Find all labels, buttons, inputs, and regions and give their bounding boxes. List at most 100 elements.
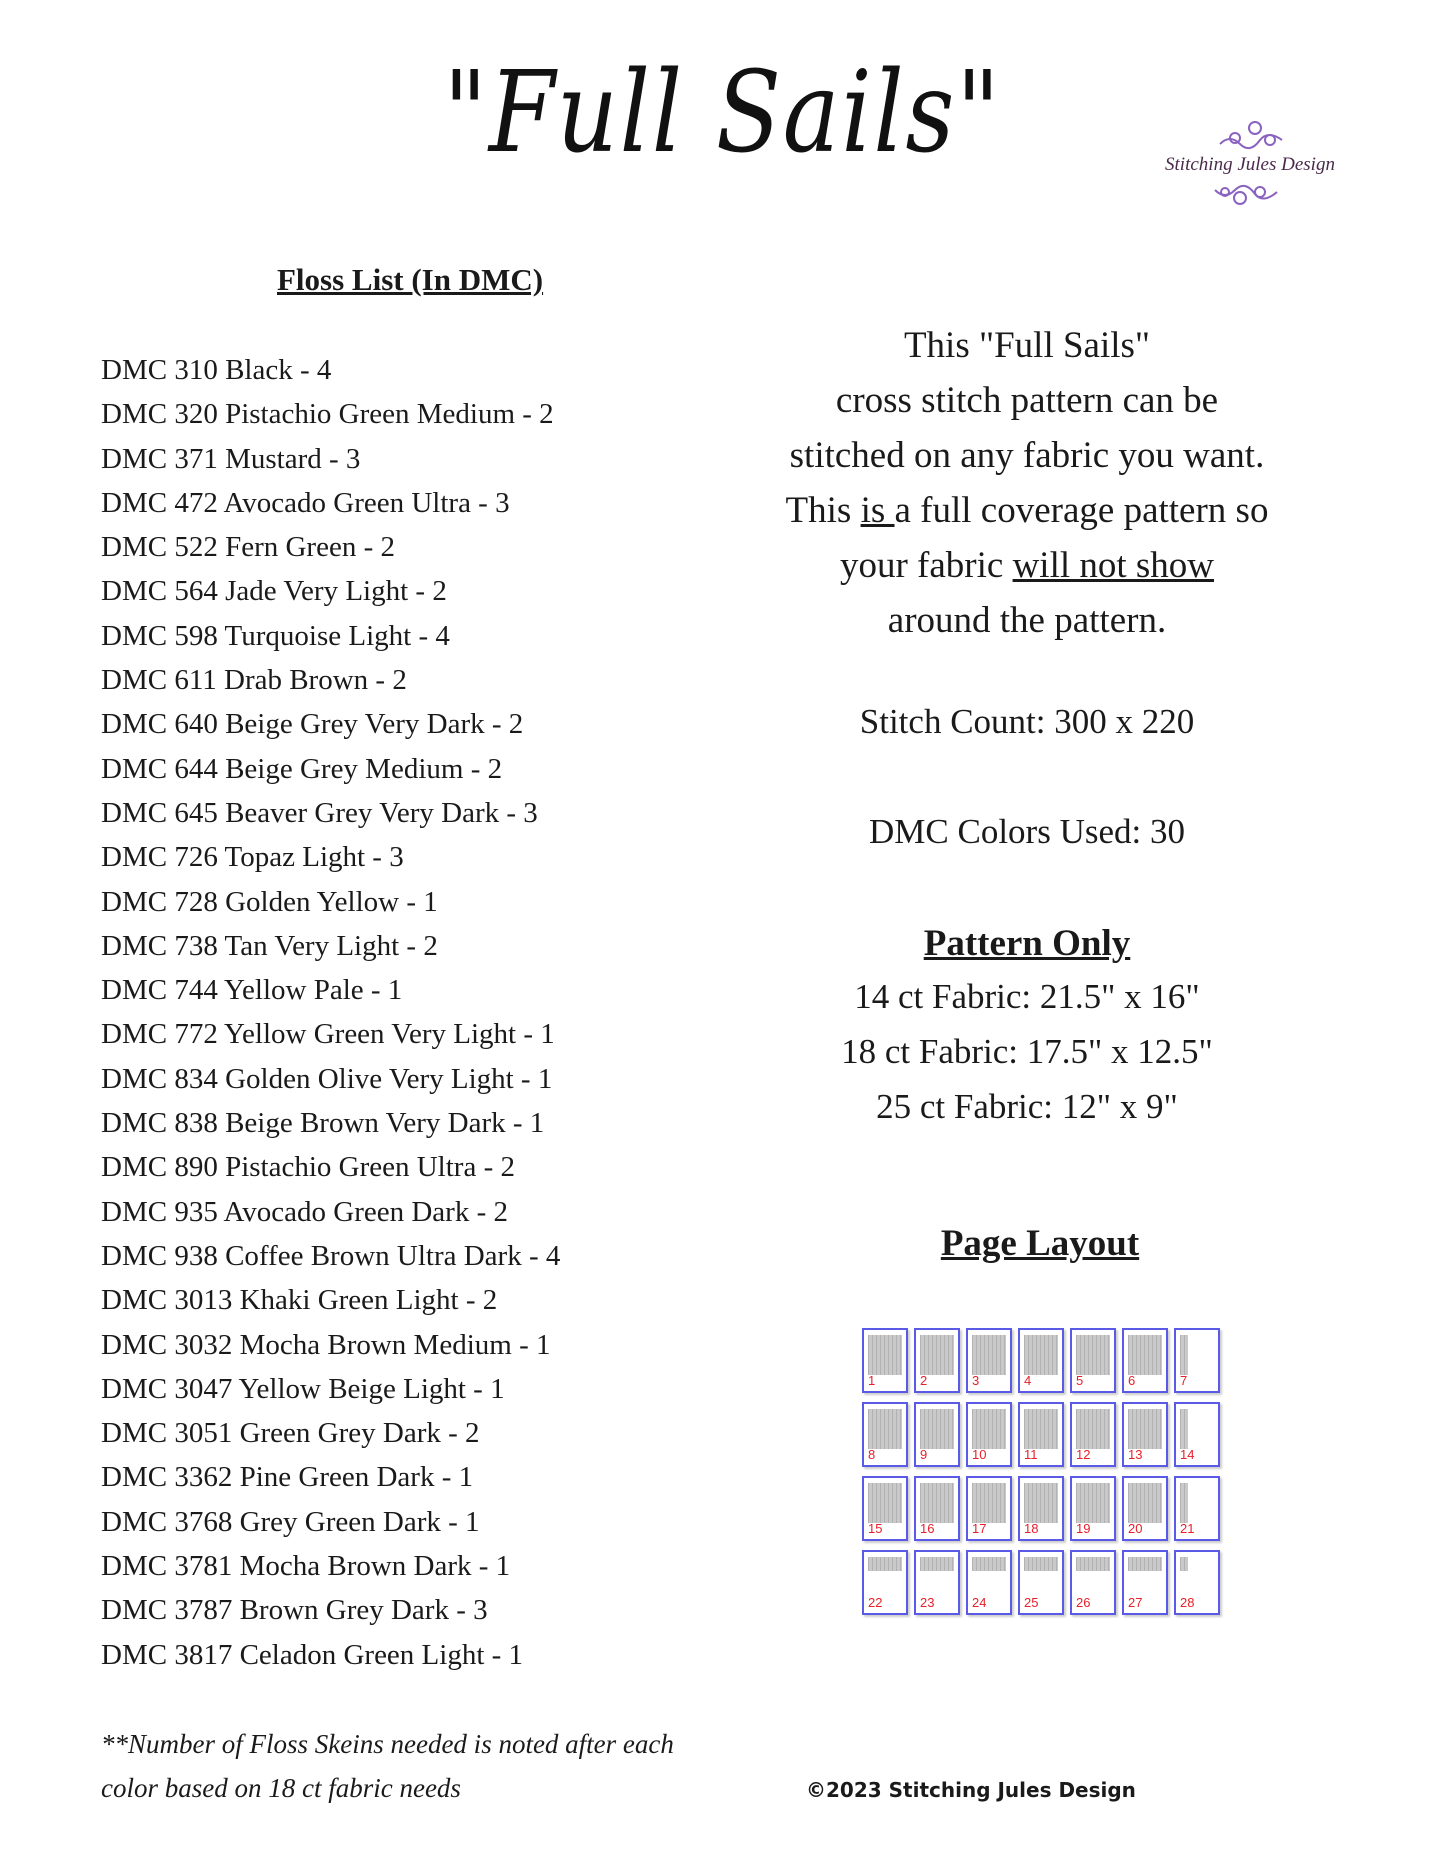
chart-preview bbox=[868, 1409, 902, 1449]
floss-item: DMC 726 Topaz Light - 3 bbox=[101, 841, 404, 874]
footnote-line: **Number of Floss Skeins needed is noted… bbox=[101, 1729, 674, 1759]
pattern-only-heading: Pattern Only bbox=[923, 923, 1131, 964]
floss-list-heading: Floss List (In DMC) bbox=[277, 262, 544, 297]
chart-preview bbox=[1180, 1483, 1188, 1523]
page-thumbnail: 24 bbox=[966, 1550, 1012, 1615]
chart-preview bbox=[1128, 1335, 1162, 1375]
floss-item: DMC 640 Beige Grey Very Dark - 2 bbox=[101, 708, 524, 741]
page-thumbnail: 21 bbox=[1174, 1476, 1220, 1541]
page-thumbnail: 3 bbox=[966, 1328, 1012, 1393]
floss-item: DMC 744 Yellow Pale - 1 bbox=[101, 974, 403, 1007]
page-number: 10 bbox=[972, 1447, 987, 1462]
floss-item: DMC 598 Turquoise Light - 4 bbox=[101, 619, 450, 652]
desc-text: your fabric bbox=[839, 545, 1013, 586]
page-thumbnail: 16 bbox=[914, 1476, 960, 1541]
fabric-size: 25 ct Fabric: 12" x 9" bbox=[876, 1087, 1178, 1126]
chart-preview bbox=[868, 1557, 902, 1571]
desc-emphasis: is bbox=[860, 490, 895, 531]
page-thumbnail: 27 bbox=[1122, 1550, 1168, 1615]
page-thumbnail: 10 bbox=[966, 1402, 1012, 1467]
swirl-ornament-icon bbox=[1214, 121, 1283, 205]
floss-item: DMC 644 Beige Grey Medium - 2 bbox=[101, 752, 503, 785]
fabric-size: 14 ct Fabric: 21.5" x 16" bbox=[854, 977, 1200, 1016]
page-thumbnail: 4 bbox=[1018, 1328, 1064, 1393]
page-thumbnail: 7 bbox=[1174, 1328, 1220, 1393]
page-number: 23 bbox=[920, 1595, 935, 1610]
page-number: 2 bbox=[920, 1373, 928, 1388]
chart-preview bbox=[1076, 1409, 1110, 1449]
floss-item: DMC 3032 Mocha Brown Medium - 1 bbox=[101, 1328, 551, 1361]
desc-line: stitched on any fabric you want. bbox=[789, 435, 1265, 476]
floss-item: DMC 3768 Grey Green Dark - 1 bbox=[101, 1505, 480, 1538]
page-number: 7 bbox=[1180, 1373, 1188, 1388]
page-number: 8 bbox=[868, 1447, 876, 1462]
chart-preview bbox=[1180, 1409, 1188, 1449]
page-thumbnail: 28 bbox=[1174, 1550, 1220, 1615]
page-number: 19 bbox=[1076, 1521, 1091, 1536]
page-thumbnail: 5 bbox=[1070, 1328, 1116, 1393]
page-number: 28 bbox=[1180, 1595, 1195, 1610]
page-title: "Full Sails" bbox=[443, 48, 1002, 178]
floss-item: DMC 3781 Mocha Brown Dark - 1 bbox=[101, 1550, 511, 1583]
chart-preview bbox=[1076, 1483, 1110, 1523]
page-number: 12 bbox=[1076, 1447, 1091, 1462]
page-number: 25 bbox=[1024, 1595, 1039, 1610]
desc-emphasis: will not show bbox=[1012, 545, 1215, 586]
floss-item: DMC 838 Beige Brown Very Dark - 1 bbox=[101, 1107, 545, 1140]
floss-list: DMC 310 Black - 4 DMC 320 Pistachio Green… bbox=[101, 348, 560, 1677]
chart-preview bbox=[972, 1483, 1006, 1523]
desc-line: This is a full coverage pattern so bbox=[727, 483, 1327, 538]
floss-item: DMC 645 Beaver Grey Very Dark - 3 bbox=[101, 796, 538, 829]
page-number: 26 bbox=[1076, 1595, 1091, 1610]
floss-item: DMC 564 Jade Very Light - 2 bbox=[101, 575, 447, 608]
chart-preview bbox=[920, 1409, 954, 1449]
floss-item: DMC 320 Pistachio Green Medium - 2 bbox=[101, 398, 554, 431]
floss-item: DMC 3051 Green Grey Dark - 2 bbox=[101, 1417, 480, 1450]
page-number: 24 bbox=[972, 1595, 987, 1610]
page-number: 5 bbox=[1076, 1373, 1084, 1388]
floss-item: DMC 738 Tan Very Light - 2 bbox=[101, 929, 438, 962]
page-number: 15 bbox=[868, 1521, 883, 1536]
floss-item: DMC 310 Black - 4 bbox=[101, 354, 332, 386]
page-thumbnail: 2 bbox=[914, 1328, 960, 1393]
page-number: 9 bbox=[920, 1447, 928, 1462]
page-thumbnail: 15 bbox=[862, 1476, 908, 1541]
chart-preview bbox=[868, 1335, 902, 1375]
page-thumbnail: 25 bbox=[1018, 1550, 1064, 1615]
page-thumbnail: 26 bbox=[1070, 1550, 1116, 1615]
page-thumbnail: 13 bbox=[1122, 1402, 1168, 1467]
page-number: 4 bbox=[1024, 1373, 1032, 1388]
floss-item: DMC 3817 Celadon Green Light - 1 bbox=[101, 1638, 524, 1671]
floss-item: DMC 371 Mustard - 3 bbox=[101, 442, 361, 475]
chart-preview bbox=[1024, 1483, 1058, 1523]
page-thumbnail: 14 bbox=[1174, 1402, 1220, 1467]
page-number: 14 bbox=[1180, 1447, 1195, 1462]
page-thumbnail: 8 bbox=[862, 1402, 908, 1467]
chart-preview bbox=[1076, 1335, 1110, 1375]
page-number: 21 bbox=[1180, 1521, 1195, 1536]
page-layout-grid: 1 2 3 4 5 6 7 8 9 10 11 12 13 14 15 16 17 18 19 20 21 22 23 24 2… bbox=[862, 1328, 1220, 1615]
floss-item: DMC 3362 Pine Green Dark - 1 bbox=[101, 1461, 474, 1494]
page-number: 1 bbox=[868, 1373, 876, 1388]
chart-preview bbox=[1024, 1335, 1058, 1375]
chart-preview bbox=[1024, 1557, 1058, 1571]
desc-line: This "Full Sails" bbox=[903, 325, 1151, 366]
chart-preview bbox=[1024, 1409, 1058, 1449]
chart-preview bbox=[972, 1335, 1006, 1375]
page-layout-heading: Page Layout bbox=[940, 1223, 1140, 1264]
chart-preview bbox=[972, 1557, 1006, 1571]
floss-item: DMC 522 Fern Green - 2 bbox=[101, 531, 395, 564]
brand-logo: Stitching Jules Design bbox=[1160, 116, 1340, 220]
floss-footnote: **Number of Floss Skeins needed is noted… bbox=[101, 1722, 674, 1810]
chart-preview bbox=[920, 1483, 954, 1523]
chart-preview bbox=[868, 1483, 902, 1523]
floss-item: DMC 472 Avocado Green Ultra - 3 bbox=[101, 486, 510, 519]
desc-line: cross stitch pattern can be bbox=[835, 380, 1219, 421]
page-number: 18 bbox=[1024, 1521, 1039, 1536]
page-number: 27 bbox=[1128, 1595, 1143, 1610]
chart-preview bbox=[1180, 1335, 1188, 1375]
pattern-description: This "Full Sails" cross stitch pattern c… bbox=[727, 318, 1327, 648]
floss-item: DMC 728 Golden Yellow - 1 bbox=[101, 885, 438, 918]
footnote-line: color based on 18 ct fabric needs bbox=[101, 1773, 461, 1803]
page-thumbnail: 17 bbox=[966, 1476, 1012, 1541]
